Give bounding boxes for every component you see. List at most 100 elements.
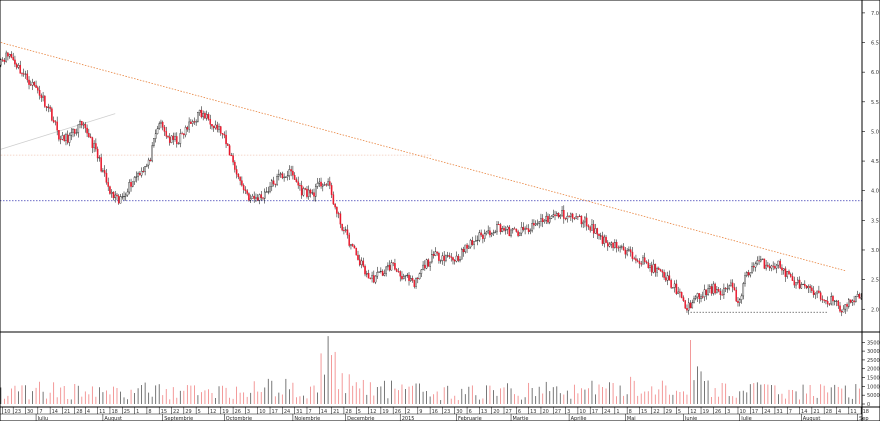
candle-body [471,240,474,245]
date-tick-label: 26 [715,409,721,415]
candle-body [283,176,285,179]
volume-bars [0,336,860,404]
candle-body [66,134,69,143]
candle-body [358,259,361,266]
date-tick-label: 14 [801,409,807,415]
date-tick-label: 4 [87,409,90,415]
candle-body [436,251,438,254]
date-tick-label: 10 [259,409,265,415]
candle-body [77,124,80,133]
candle-body [228,145,231,156]
price-panel [0,42,862,317]
date-tick-label: 23 [15,409,21,415]
date-tick-label: 20 [493,409,499,415]
candle-body [696,293,699,298]
candle-body [26,73,29,81]
candle-body [93,143,95,148]
candle-body [726,288,729,290]
candle-body [598,234,600,236]
candle-body [72,128,74,133]
candle-body [564,218,567,220]
candle-body [756,260,759,265]
candle-body [457,255,460,261]
candle-body [654,263,657,273]
candle-body [22,73,25,75]
candle-body [563,210,565,219]
candle-body [823,299,825,301]
candle-body [529,230,532,232]
candle-body [204,113,206,119]
candle-body [475,240,477,242]
candle-body [58,130,60,140]
candle-body [796,279,799,283]
candle-body [691,302,694,309]
candle-body [775,264,778,269]
candle-body [605,236,607,243]
candle-body [517,231,519,236]
candle-body [804,284,806,287]
candle-body [487,230,489,233]
candle-body [86,127,88,134]
candle-body [286,175,289,178]
candle-body [221,132,224,135]
date-tick-label: 5 [198,409,201,415]
candle-body [218,126,220,130]
candle-body [341,223,343,231]
candle-body [8,54,11,57]
candle-body [519,232,521,236]
candle-body [702,296,704,298]
candle-body [795,282,797,286]
candle-body [818,290,820,293]
candle-body [255,197,257,199]
candle-body [179,133,182,144]
candle-body [819,292,822,300]
candle-body [438,253,440,261]
candle-body [219,126,222,134]
volume-tick-label: 100000 [867,384,880,390]
candle-body [761,258,764,260]
candle-body [784,268,787,277]
candle-body [98,157,101,159]
candle-body [314,186,317,197]
candle-body [446,255,449,257]
candle-body [645,261,648,263]
candle-body [105,172,108,183]
date-tick-label: 9 [419,409,422,415]
candle-body [239,176,241,181]
candle-body [448,255,451,258]
date-tick-label: 8 [629,409,632,415]
candle-body [63,135,66,142]
candle-body [816,290,818,294]
candle-body [721,294,723,296]
candle-body [680,292,683,298]
candle-body [126,191,129,196]
date-tick-label: 15 [161,409,167,415]
candle-body [256,197,259,201]
candle-body [832,296,834,302]
date-tick-label: 28 [826,409,832,415]
candle-body [643,257,646,262]
price-tick-label: 2.0 [871,307,879,313]
candle-body [617,247,620,249]
candle-body [656,268,658,273]
candle-body [689,302,692,309]
candle-body [526,228,528,230]
date-tick-label: 17 [752,409,758,415]
candle-body [292,170,294,176]
candle-body [195,121,197,123]
candle-body [719,290,722,295]
candle-body [24,73,27,75]
candle-body [665,277,667,281]
date-tick-label: 27 [506,409,512,415]
candle-body [367,273,370,279]
candle-body [344,229,347,231]
candle-body [779,260,781,268]
date-tick-label: 28 [76,409,82,415]
candle-body [271,180,273,187]
price-candles [0,50,862,317]
candle-body [79,121,81,125]
candle-body [753,266,755,268]
date-tick-label: 3 [247,409,250,415]
candle-body [490,233,493,236]
